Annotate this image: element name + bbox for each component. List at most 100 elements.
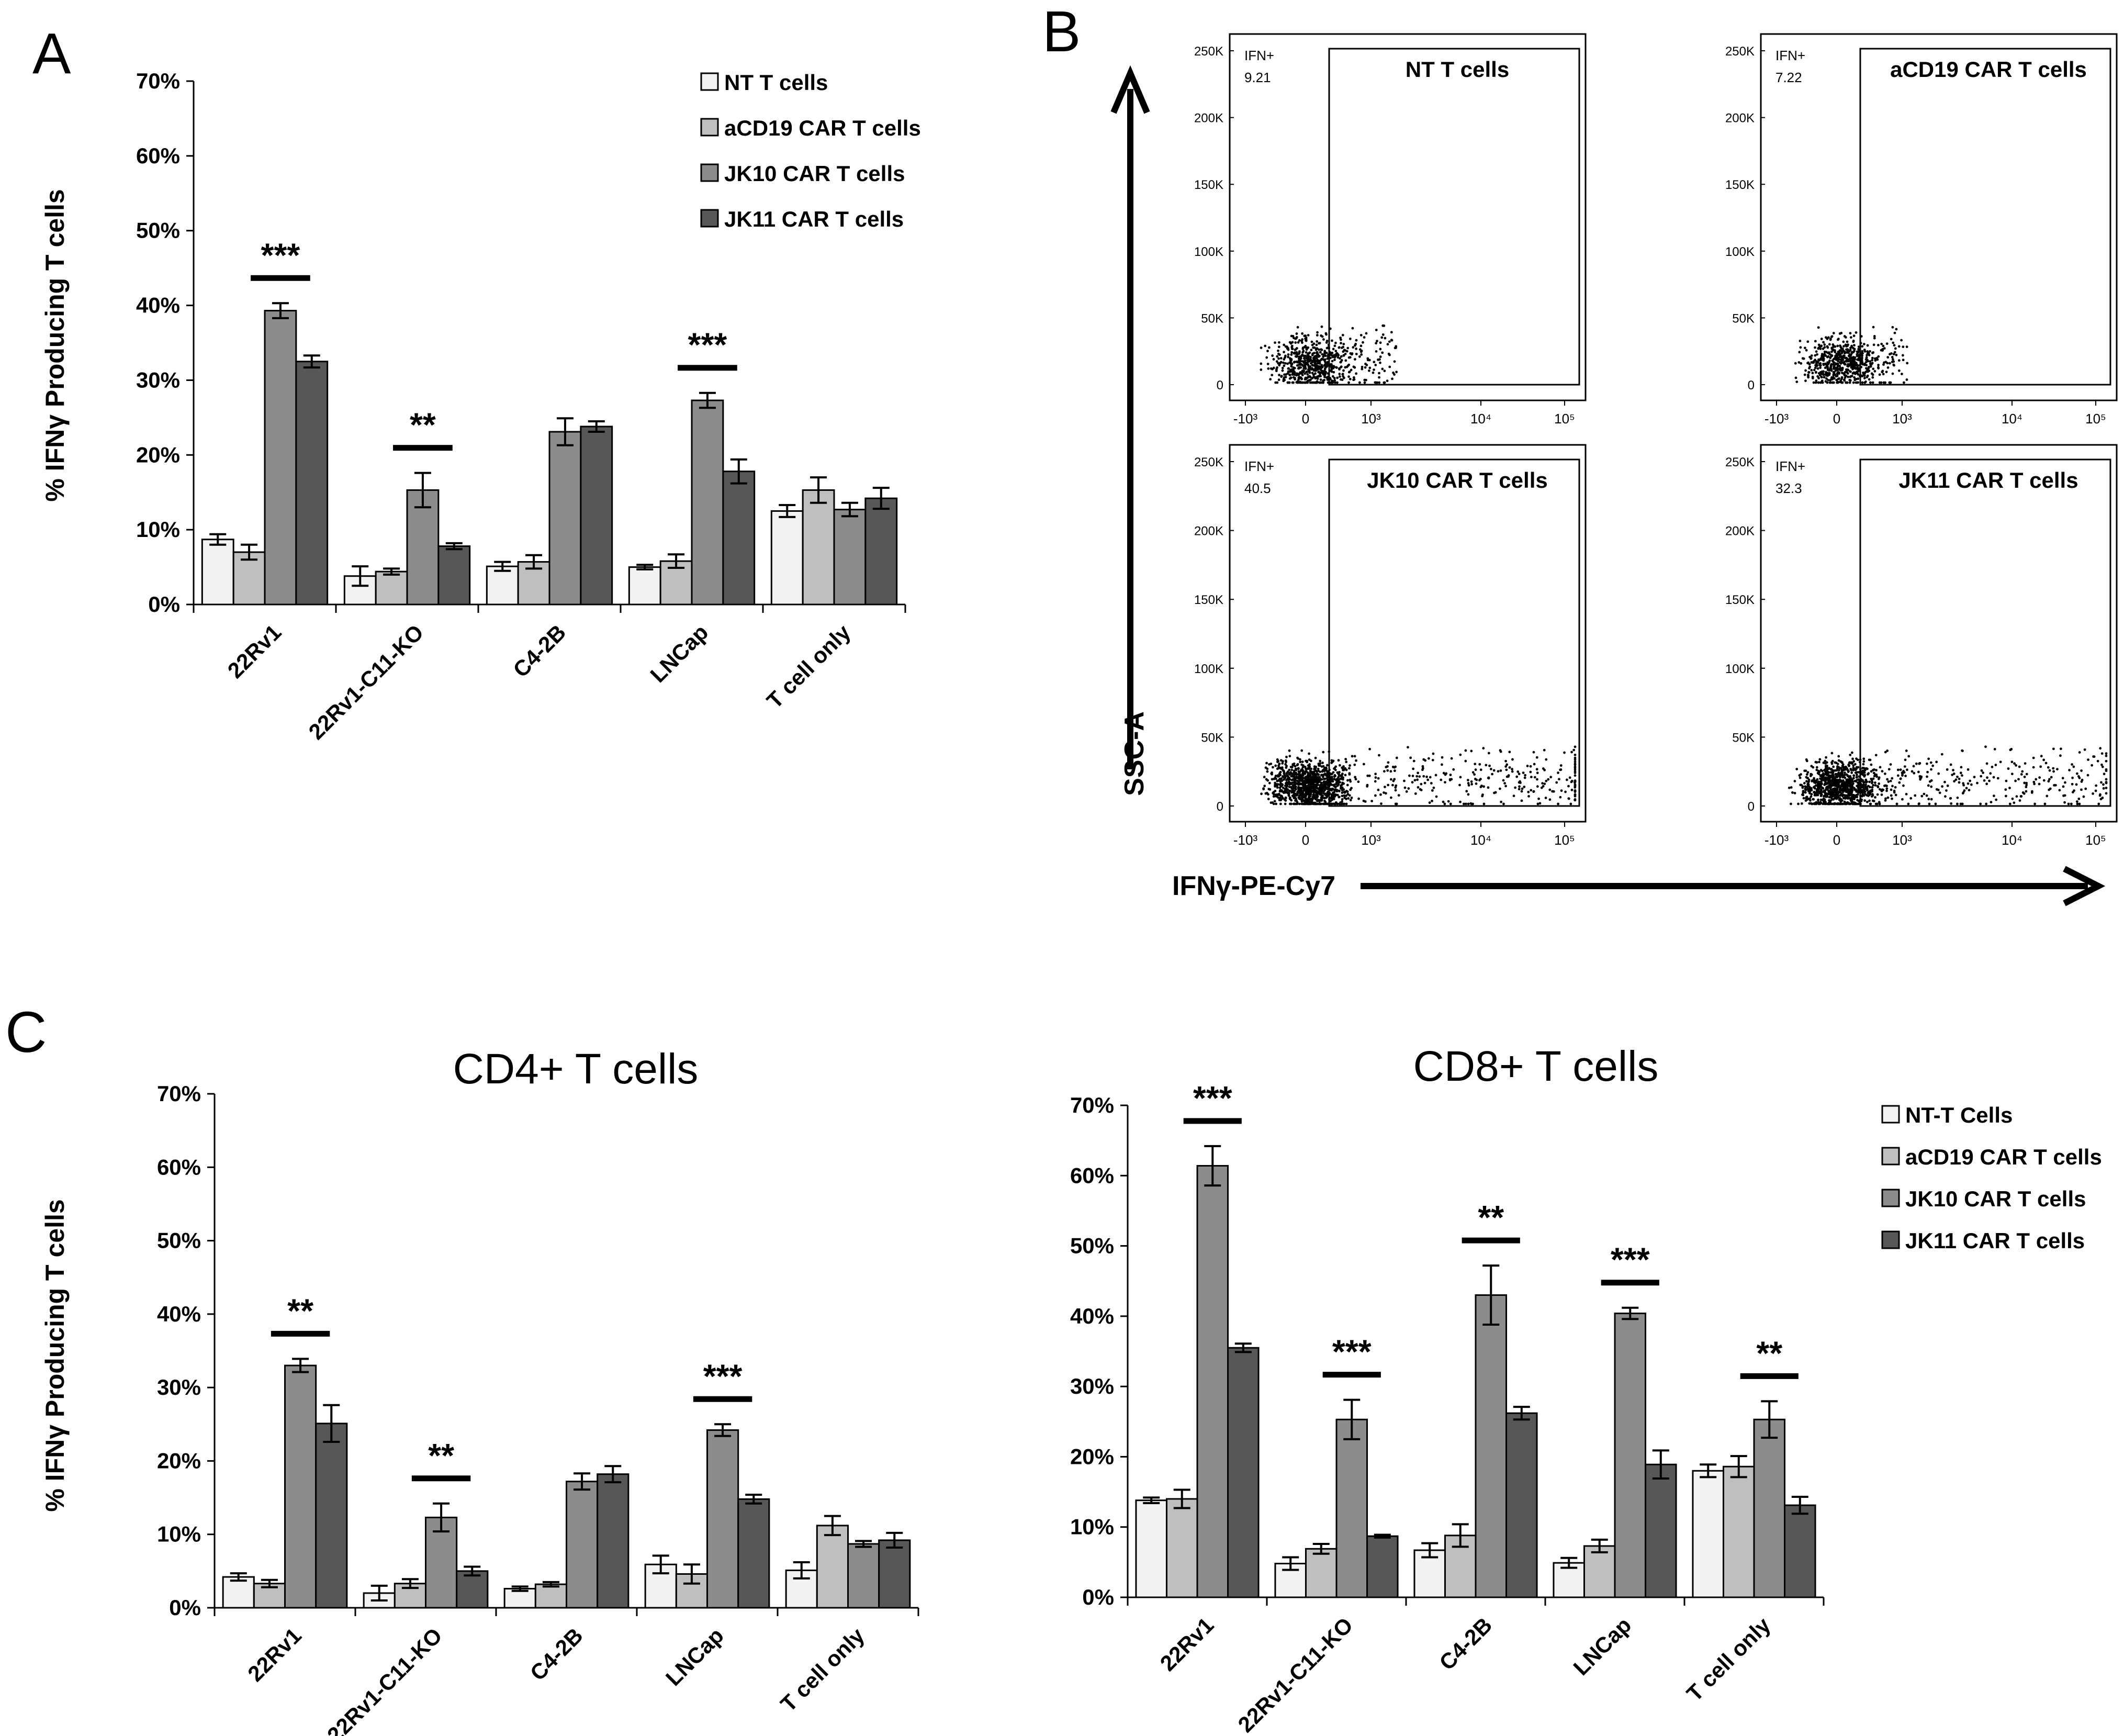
bar <box>456 1570 489 1609</box>
event-dot <box>1260 792 1263 796</box>
event-dot <box>1409 756 1412 759</box>
event-dot <box>1901 774 1904 777</box>
event-dot <box>1298 366 1301 369</box>
event-dot <box>1365 332 1368 335</box>
event-dot <box>1368 366 1372 369</box>
event-dot <box>2080 769 2083 772</box>
event-dot <box>1276 775 1279 778</box>
event-dot <box>1979 802 1982 805</box>
event-dot <box>1822 356 1825 360</box>
event-dot <box>1827 372 1830 375</box>
event-dot <box>1298 797 1301 800</box>
event-dot <box>1277 378 1280 382</box>
event-dot <box>1277 349 1279 352</box>
event-dot <box>1842 774 1846 777</box>
event-dot <box>1326 778 1329 781</box>
event-dot <box>1348 794 1351 797</box>
significance-stars: ** <box>1478 1199 1504 1236</box>
event-dot <box>1856 363 1859 366</box>
flow-y-tick: 150K <box>1194 593 1223 607</box>
event-dot <box>1849 363 1852 365</box>
event-dot <box>1315 357 1318 360</box>
event-dot <box>1307 334 1310 337</box>
event-dot <box>1871 786 1874 789</box>
event-dot <box>1329 369 1332 372</box>
event-dot <box>1327 361 1329 364</box>
event-dot <box>1861 354 1864 357</box>
event-dot <box>1343 794 1346 797</box>
event-dot <box>1291 781 1294 785</box>
event-dot <box>1926 775 1928 778</box>
event-dot <box>1466 779 1469 781</box>
event-dot <box>1480 785 1483 787</box>
y-tick-label: 20% <box>136 442 180 467</box>
event-dot <box>1364 366 1367 369</box>
event-dot <box>1847 375 1850 378</box>
event-dot <box>1301 364 1304 367</box>
event-dot <box>1836 372 1839 375</box>
event-dot <box>1342 369 1345 372</box>
event-dot <box>1505 763 1509 766</box>
event-dot <box>1870 779 1873 782</box>
event-dot <box>1276 366 1278 369</box>
event-dot <box>1993 794 1995 798</box>
event-dot <box>1286 771 1288 775</box>
event-dot <box>1288 768 1291 771</box>
event-dot <box>1804 789 1807 791</box>
event-dot <box>1860 359 1863 362</box>
event-dot <box>1381 333 1385 336</box>
event-dot <box>1504 765 1508 768</box>
category-label: LNCap <box>645 620 713 687</box>
event-dot <box>1278 374 1280 376</box>
event-dot <box>1944 795 1947 798</box>
event-dot <box>1574 756 1577 759</box>
event-dot <box>1795 768 1799 770</box>
event-dot <box>1377 788 1380 791</box>
event-dot <box>1309 365 1312 368</box>
event-dot <box>1852 356 1855 359</box>
event-dot <box>1407 787 1410 790</box>
event-dot <box>1519 781 1522 785</box>
event-dot <box>1288 755 1291 758</box>
legend-swatch <box>700 209 719 228</box>
event-dot <box>1882 363 1885 366</box>
event-dot <box>1805 773 1808 776</box>
event-dot <box>1298 351 1301 354</box>
event-dot <box>1823 346 1826 349</box>
event-dot <box>1827 361 1830 364</box>
event-dot <box>1328 346 1331 350</box>
event-dot <box>1287 346 1289 350</box>
event-dot <box>1849 754 1852 756</box>
event-dot <box>1888 362 1891 365</box>
event-dot <box>2099 793 2101 796</box>
event-dot <box>2094 789 2097 792</box>
event-dot <box>2024 762 2027 765</box>
bar <box>722 471 756 606</box>
event-dot <box>1348 778 1352 781</box>
event-dot <box>1827 378 1830 382</box>
flow-x-tick: 10³ <box>1361 411 1381 427</box>
event-dot <box>1464 759 1467 763</box>
flow-y-tick: 200K <box>1194 111 1223 126</box>
event-dot <box>1834 354 1837 357</box>
event-dot <box>1308 782 1311 785</box>
event-dot <box>1920 794 1924 798</box>
event-dot <box>1926 762 1928 765</box>
event-dot <box>1847 793 1850 796</box>
event-dot <box>1330 368 1333 371</box>
event-dot <box>1302 802 1306 805</box>
event-dot <box>1293 371 1296 374</box>
event-dot <box>1570 751 1573 754</box>
event-dot <box>1837 755 1840 758</box>
event-dot <box>1416 778 1419 781</box>
event-dot <box>1331 352 1334 354</box>
event-dot <box>1805 796 1808 799</box>
event-dot <box>1334 786 1337 789</box>
event-dot <box>1386 379 1389 383</box>
flow-x-tick: -10³ <box>1233 411 1258 427</box>
event-dot <box>1272 366 1275 369</box>
event-dot <box>1867 790 1870 793</box>
event-dot <box>1830 335 1834 338</box>
event-dot <box>1271 354 1274 357</box>
event-dot <box>1819 788 1823 791</box>
